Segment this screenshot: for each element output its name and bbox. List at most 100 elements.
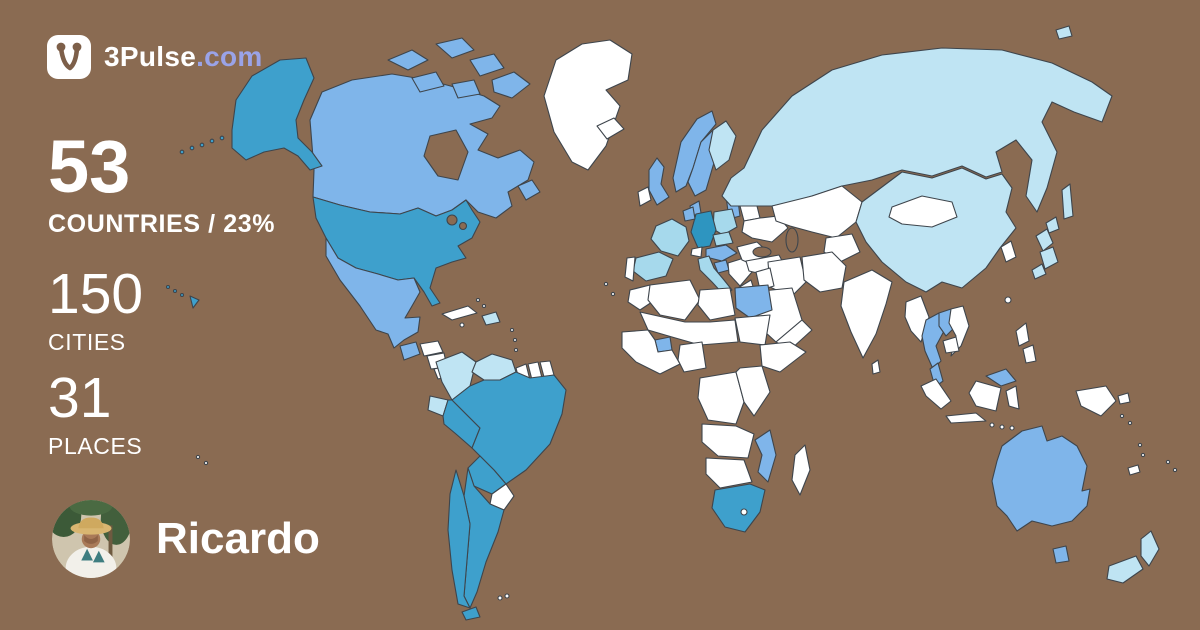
- stat-cities: 150 CITIES: [48, 266, 143, 356]
- country-finland: [708, 120, 737, 171]
- country-mozambique: [754, 429, 777, 483]
- country-china: [855, 167, 1017, 293]
- lesser-antilles: [513, 347, 519, 353]
- pacific-island: [195, 454, 201, 460]
- country-alaska: [231, 57, 323, 171]
- country-guatemala: [399, 341, 421, 361]
- country-bahamas: [481, 303, 487, 309]
- country-malaysia-borneo: [985, 368, 1017, 387]
- caspian-sea: [785, 227, 799, 253]
- stat-cities-value: 150: [48, 262, 144, 326]
- atlantic-island: [610, 291, 616, 297]
- new-britain: [1117, 392, 1131, 405]
- country-korea: [1000, 240, 1017, 263]
- hawaii-island: [165, 284, 171, 290]
- stat-countries: 53 COUNTRIES / 23%: [48, 130, 275, 239]
- country-philippines: [1015, 322, 1030, 347]
- country-india: [840, 269, 893, 359]
- country-bahamas: [475, 297, 481, 303]
- great-lakes: [458, 221, 468, 231]
- country-canada-maritimes: [517, 179, 541, 201]
- country-spain: [632, 251, 674, 282]
- country-dominican-republic: [481, 311, 501, 326]
- country-germany: [690, 210, 717, 249]
- country-cuba: [441, 305, 478, 321]
- country-portugal: [624, 256, 636, 282]
- stat-places-value: 31: [48, 366, 112, 430]
- pacific-island: [1165, 459, 1171, 465]
- country-nigeria-cameroon: [677, 341, 707, 373]
- country-morocco: [627, 284, 656, 311]
- country-drc: [697, 371, 745, 425]
- country-tasmania: [1052, 545, 1070, 564]
- country-new-zealand-south: [1106, 555, 1144, 584]
- country-czechia: [712, 231, 734, 247]
- country-jamaica: [459, 322, 465, 328]
- country-france: [650, 218, 690, 257]
- user-name: Ricardo: [156, 514, 320, 563]
- black-sea: [752, 246, 772, 258]
- lesser-antilles: [512, 337, 518, 343]
- stat-countries-label: COUNTRIES / 23%: [48, 210, 276, 238]
- wrangel-island: [1055, 25, 1073, 40]
- country-mexico: [325, 237, 421, 349]
- country-horn-of-africa: [759, 341, 807, 373]
- country-chile: [447, 469, 471, 609]
- pacific-island: [1137, 442, 1143, 448]
- pacific-island: [1172, 467, 1178, 473]
- brand-name-suffix: .com: [196, 41, 263, 72]
- country-japan-south: [1039, 246, 1059, 270]
- country-algeria: [647, 279, 701, 321]
- country-hawaii: [189, 295, 200, 309]
- country-paraguay: [489, 483, 515, 511]
- hudson-bay: [423, 129, 469, 181]
- country-netherlands-belgium: [682, 206, 696, 222]
- brand-logo: 3Pulse.com: [46, 34, 263, 80]
- sakhalin: [1061, 183, 1074, 220]
- country-italy: [697, 255, 733, 296]
- country-iraq-syria: [755, 267, 775, 291]
- country-namibia-botswana: [705, 457, 753, 489]
- falkland-islands: [497, 595, 503, 601]
- hawaii-island: [179, 292, 185, 298]
- country-poland: [712, 208, 738, 236]
- country-united-kingdom: [648, 157, 670, 206]
- brand-name-main: 3Pulse: [104, 41, 197, 72]
- country-iceland: [596, 117, 625, 140]
- country-canada-arctic: [411, 71, 445, 93]
- tierra-del-fuego: [461, 606, 481, 621]
- country-east-africa: [735, 365, 771, 417]
- country-libya: [697, 287, 736, 321]
- country-angola-zambia: [701, 423, 755, 459]
- country-canada-baffin: [491, 71, 531, 99]
- country-canada-arctic: [451, 79, 481, 99]
- country-new-caledonia: [1127, 464, 1141, 476]
- country-mongolia: [888, 195, 958, 228]
- country-japan-kyushu: [1031, 263, 1047, 280]
- country-japan-hokkaido: [1045, 216, 1060, 234]
- country-sumatra: [920, 378, 952, 410]
- pacific-island: [1140, 452, 1146, 458]
- hawaii-island: [172, 288, 178, 294]
- country-lesotho: [740, 508, 748, 516]
- stat-countries-value: 53: [48, 125, 131, 208]
- pulse-branch-icon: [47, 35, 91, 79]
- country-greenland: [543, 39, 633, 171]
- country-canada-arctic: [469, 53, 505, 77]
- country-ireland: [637, 186, 652, 207]
- pacific-island: [203, 460, 209, 466]
- falkland-islands: [504, 593, 510, 599]
- country-philippines-south: [1022, 344, 1037, 364]
- user-profile: Ricardo: [52, 500, 320, 578]
- great-lakes: [446, 214, 458, 226]
- lesser-sunda: [999, 424, 1005, 430]
- country-south-africa: [711, 483, 766, 533]
- country-sahel: [639, 311, 739, 346]
- stat-cities-label: CITIES: [48, 329, 126, 355]
- country-sudan: [734, 314, 771, 346]
- pacific-island: [1127, 420, 1133, 426]
- country-taiwan: [1004, 296, 1012, 304]
- country-cambodia: [942, 336, 960, 354]
- country-canada-arctic: [387, 49, 429, 71]
